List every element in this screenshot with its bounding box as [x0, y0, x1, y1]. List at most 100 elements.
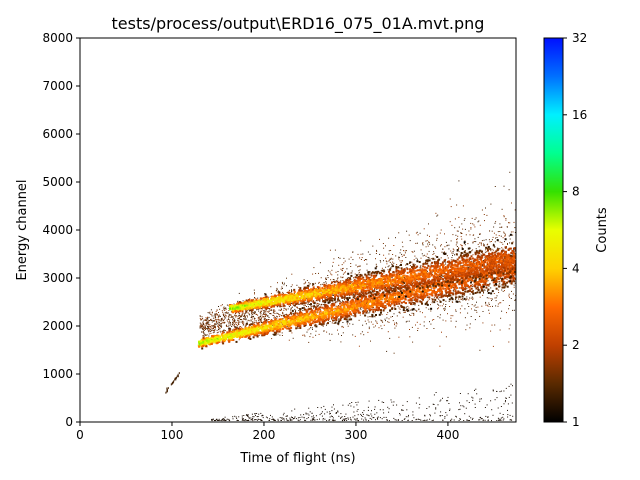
heatmap-cell	[305, 412, 307, 414]
heatmap-cell	[358, 308, 360, 310]
heatmap-cell	[382, 279, 384, 281]
heatmap-cell	[450, 320, 452, 322]
heatmap-cell	[441, 305, 443, 307]
heatmap-cell	[319, 311, 320, 313]
heatmap-cell	[336, 300, 338, 302]
heatmap-cell	[499, 281, 501, 283]
heatmap-cell	[340, 276, 342, 278]
heatmap-cell	[315, 300, 317, 301]
heatmap-cell	[383, 260, 384, 262]
heatmap-cell	[356, 410, 358, 412]
heatmap-cell	[447, 400, 449, 402]
heatmap-cell	[333, 279, 335, 281]
heatmap-cell	[466, 400, 468, 402]
heatmap-cell	[277, 305, 279, 307]
heatmap-cell	[285, 308, 287, 310]
heatmap-cell	[278, 318, 281, 321]
heatmap-cell	[511, 402, 513, 404]
heatmap-cell	[416, 418, 418, 420]
heatmap-cell	[237, 316, 239, 318]
heatmap-cell	[309, 283, 311, 285]
heatmap-cell	[462, 228, 464, 230]
heatmap-cell	[431, 271, 433, 273]
heatmap-cell	[472, 417, 474, 419]
heatmap-cell	[406, 290, 409, 293]
heatmap-cell	[470, 278, 473, 281]
heatmap-cell	[455, 292, 458, 295]
heatmap-cell	[224, 321, 226, 323]
heatmap-cell	[248, 323, 251, 326]
heatmap-cell	[383, 402, 385, 403]
heatmap-cell	[206, 324, 208, 326]
heatmap-cell	[261, 309, 263, 311]
heatmap-cell	[455, 326, 457, 328]
heatmap-cell	[444, 233, 445, 235]
heatmap-cell	[257, 314, 259, 316]
heatmap-cell	[419, 285, 421, 287]
heatmap-cell	[297, 326, 298, 328]
heatmap-cell	[276, 318, 278, 320]
heatmap-cell	[379, 409, 381, 411]
heatmap-cell	[392, 404, 394, 406]
heatmap-cell	[422, 242, 424, 244]
heatmap-cell	[422, 285, 425, 288]
heatmap-cell	[465, 252, 467, 254]
heatmap-cell	[401, 409, 403, 411]
heatmap-cell	[219, 420, 221, 421]
heatmap-cell	[232, 321, 233, 323]
heatmap-cell	[425, 286, 427, 288]
heatmap-cell	[429, 298, 431, 300]
heatmap-cell	[385, 257, 387, 259]
heatmap-cell	[304, 308, 306, 311]
heatmap-cell	[205, 329, 207, 330]
heatmap-cell	[221, 317, 223, 319]
heatmap-cell	[203, 331, 205, 333]
heatmap-cell	[346, 323, 348, 325]
heatmap-cell	[510, 419, 512, 421]
heatmap-cell	[498, 292, 500, 293]
heatmap-cell	[512, 309, 514, 311]
heatmap-cell	[447, 257, 449, 259]
heatmap-cell	[453, 288, 456, 291]
heatmap-cell	[509, 242, 511, 244]
heatmap-cell	[389, 337, 391, 339]
heatmap-cell	[478, 288, 480, 290]
heatmap-cell	[470, 316, 472, 317]
heatmap-cell	[281, 305, 283, 307]
heatmap-cell	[299, 417, 301, 418]
heatmap-cell	[246, 414, 248, 415]
heatmap-cell	[260, 328, 263, 331]
heatmap-cell	[350, 263, 352, 264]
heatmap-cell	[452, 234, 454, 236]
heatmap-cell	[483, 243, 484, 245]
heatmap-cell	[217, 315, 219, 317]
heatmap-cell	[310, 315, 313, 318]
heatmap-cell	[489, 230, 491, 232]
heatmap-cell	[490, 400, 492, 402]
heatmap-cell	[406, 293, 409, 296]
heatmap-cell	[458, 247, 460, 249]
heatmap-cell	[441, 415, 443, 416]
heatmap-cell	[258, 316, 260, 318]
heatmap-cell	[276, 291, 278, 293]
heatmap-cell	[277, 418, 279, 420]
heatmap-cell	[264, 316, 266, 318]
heatmap-cell	[248, 417, 250, 418]
heatmap-cell	[376, 288, 378, 290]
heatmap-cell	[354, 297, 357, 300]
heatmap-cell	[377, 416, 379, 418]
heatmap-cell	[488, 270, 491, 273]
heatmap-cell	[480, 244, 482, 246]
heatmap-cell	[472, 223, 474, 225]
heatmap-cell	[394, 419, 396, 421]
heatmap-cell	[386, 263, 388, 265]
heatmap-cell	[235, 340, 238, 343]
heatmap-cell	[202, 328, 204, 330]
heatmap-cell	[379, 286, 381, 288]
heatmap-cell	[393, 417, 395, 419]
heatmap-cell	[214, 324, 216, 326]
heatmap-cell	[295, 318, 298, 321]
heatmap-cell	[349, 282, 351, 284]
heatmap-cell	[459, 301, 461, 303]
heatmap-cell	[383, 247, 385, 249]
